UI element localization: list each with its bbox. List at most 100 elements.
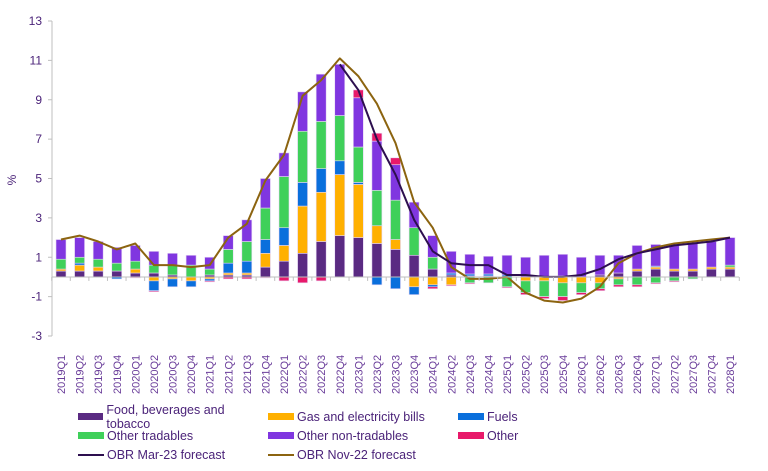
bar-segment-gas-and-electricity-bills: [427, 276, 438, 286]
bar-segment-other-tradables: [278, 176, 290, 229]
bar-segment-other-non-tradables: [427, 235, 438, 258]
bar-segment-other-non-tradables: [315, 73, 327, 122]
legend: Food, beverages and tobacco Gas and elec…: [78, 403, 678, 464]
bar-segment-food-beverages-and-tobacco: [148, 272, 160, 278]
legend-item-obr-mar23[interactable]: OBR Mar-23 forecast: [78, 448, 268, 462]
x-tick-label: 2022Q2: [298, 355, 310, 394]
legend-label: Food, beverages and tobacco: [106, 402, 225, 431]
bar-segment-other-tradables: [576, 282, 587, 293]
bar-segment-other: [148, 290, 160, 293]
bar-segment-food-beverages-and-tobacco: [650, 268, 661, 278]
bar-segment-food-beverages-and-tobacco: [315, 241, 327, 278]
legend-item-other-non-tradables[interactable]: Other non-tradables: [268, 429, 458, 443]
legend-item-other[interactable]: Other: [458, 429, 608, 443]
bar-segment-food-beverages-and-tobacco: [74, 270, 85, 278]
bar-segment-other-non-tradables: [631, 245, 643, 270]
bar-segment-fuels: [371, 276, 383, 286]
bar-segment-food-beverages-and-tobacco: [687, 270, 699, 278]
x-tick-label: 2020Q4: [186, 355, 198, 394]
bar-segment-other-tradables: [427, 256, 438, 270]
legend-swatch-other-non-tradables: [268, 432, 294, 439]
legend-item-obr-nov22[interactable]: OBR Nov-22 forecast: [268, 448, 458, 462]
bar-segment-other-tradables: [222, 249, 234, 264]
bar-segment-other: [427, 286, 438, 290]
legend-item-gas-electricity[interactable]: Gas and electricity bills: [268, 410, 458, 424]
legend-label: Other tradables: [107, 428, 194, 443]
x-tick-label: 2024Q2: [446, 355, 458, 394]
y-axis: 13 11 9 7 5 3 1 -1 -3: [29, 14, 53, 343]
x-tick-label: 2026Q4: [632, 355, 644, 394]
bar-segment-other-tradables: [130, 260, 141, 270]
bar-segment-gas-and-electricity-bills: [353, 184, 364, 238]
bar-segment-food-beverages-and-tobacco: [260, 266, 271, 278]
bar-segment-gas-and-electricity-bills: [185, 276, 197, 282]
forecast-lines: [60, 57, 731, 304]
bar-segment-gas-and-electricity-bills: [297, 205, 308, 254]
x-tick-label: 2025Q2: [521, 355, 533, 394]
bar-segment-gas-and-electricity-bills: [130, 268, 141, 274]
legend-line-obr-nov22: [268, 453, 294, 456]
x-tick-label: 2019Q4: [112, 355, 124, 394]
bar-segment-other-tradables: [501, 276, 513, 288]
x-tick-label: 2023Q1: [353, 355, 365, 394]
bar-segment-gas-and-electricity-bills: [576, 276, 587, 284]
bar-segment-gas-and-electricity-bills: [390, 239, 401, 250]
bar-segment-food-beverages-and-tobacco: [390, 249, 401, 278]
x-tick-label: 2020Q1: [130, 355, 142, 394]
bar-segment-other-tradables: [353, 146, 364, 183]
y-tick-label: -3: [31, 329, 42, 343]
bar-segment-other-non-tradables: [706, 241, 717, 268]
x-tick-label: 2027Q2: [669, 355, 681, 394]
bar-segment-other-tradables: [334, 115, 346, 162]
bar-segment-gas-and-electricity-bills: [315, 191, 327, 242]
x-tick-label: 2019Q3: [93, 355, 105, 394]
x-tick-label: 2027Q3: [688, 355, 700, 394]
legend-item-food[interactable]: Food, beverages and tobacco: [78, 403, 268, 431]
bar-segment-food-beverages-and-tobacco: [130, 272, 141, 278]
legend-row: Food, beverages and tobacco Gas and elec…: [78, 403, 678, 431]
bar-segment-other-tradables: [297, 130, 308, 183]
bar-segment-other: [315, 276, 327, 282]
bar-segment-food-beverages-and-tobacco: [724, 268, 736, 278]
y-tick-label: 5: [35, 172, 42, 186]
x-tick-label: 2022Q4: [335, 355, 347, 394]
y-tick-label: 9: [35, 93, 42, 107]
bar-segment-other-non-tradables: [538, 254, 550, 278]
legend-swatch-fuels: [458, 413, 484, 420]
bar-segment-fuels: [185, 280, 197, 288]
line-obr-nov-22-forecast: [60, 57, 731, 304]
x-tick-label: 2023Q4: [409, 355, 421, 394]
x-tick-label: 2027Q1: [651, 355, 663, 394]
bar-segment-food-beverages-and-tobacco: [371, 243, 383, 278]
legend-swatch-other-tradables: [78, 432, 104, 439]
bar-segment-other-tradables: [538, 280, 550, 297]
x-tick-label: 2025Q1: [502, 355, 514, 394]
bar-segment-other: [631, 284, 643, 288]
bar-segment-other-non-tradables: [371, 140, 383, 191]
bar-segment-fuels: [222, 262, 234, 274]
bar-segment-food-beverages-and-tobacco: [613, 272, 624, 278]
bar-segment-other-tradables: [148, 264, 160, 274]
x-tick-label: 2025Q4: [558, 355, 570, 394]
bar-segment-food-beverages-and-tobacco: [353, 237, 364, 278]
legend-row: OBR Mar-23 forecast OBR Nov-22 forecast: [78, 445, 678, 464]
bar-segment-other-tradables: [111, 262, 123, 272]
bar-segment-other: [204, 280, 215, 283]
bar-segment-other-tradables: [92, 258, 104, 268]
x-tick-label: 2020Q3: [168, 355, 180, 394]
bar-segment-gas-and-electricity-bills: [334, 174, 346, 236]
bar-segment-other-non-tradables: [92, 241, 104, 260]
bar-segment-gas-and-electricity-bills: [520, 276, 531, 282]
legend-item-other-tradables[interactable]: Other tradables: [78, 429, 268, 443]
bar-segment-other-non-tradables: [520, 256, 531, 278]
x-tick-label: 2021Q4: [260, 355, 272, 394]
legend-item-fuels[interactable]: Fuels: [458, 410, 608, 424]
x-tick-label: 2025Q3: [539, 355, 551, 394]
legend-label: OBR Nov-22 forecast: [297, 447, 416, 462]
y-axis-label: %: [5, 174, 19, 185]
legend-label: OBR Mar-23 forecast: [107, 447, 226, 462]
bar-segment-other-non-tradables: [334, 64, 346, 116]
x-tick-label: 2021Q3: [242, 355, 254, 394]
x-tick-label: 2026Q1: [576, 355, 588, 394]
bar-segment-fuels: [148, 280, 160, 292]
